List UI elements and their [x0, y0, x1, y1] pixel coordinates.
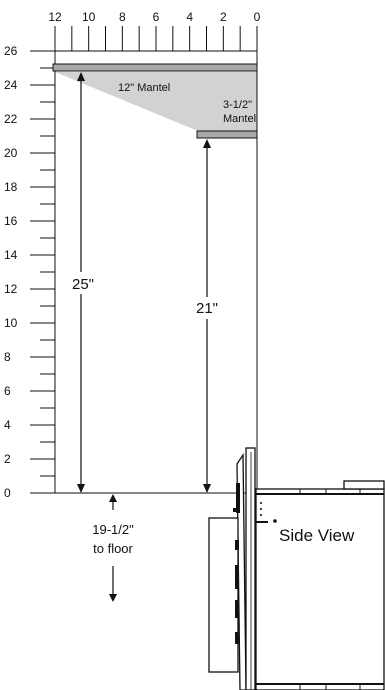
left-ruler-label: 20: [4, 146, 18, 160]
left-ruler-label: 14: [4, 248, 18, 262]
left-ruler-label: 8: [4, 350, 11, 364]
top-ruler-label: 10: [82, 10, 96, 24]
left-ruler-label: 26: [4, 44, 18, 58]
mantel-3-5in: [196, 130, 258, 139]
top-ruler-label: 0: [254, 10, 261, 24]
top-ruler-label: 12: [48, 10, 62, 24]
dimension-21in-label: 21": [196, 300, 218, 317]
top-ruler: 12 10 8 6 4 2 0: [48, 10, 261, 52]
floor-arrow: [109, 494, 117, 602]
top-ruler-label: 4: [186, 10, 193, 24]
left-ruler-label: 22: [4, 112, 18, 126]
left-ruler-label: 12: [4, 282, 18, 296]
dimension-arrow-21in: [193, 139, 223, 493]
dimension-25in-label: 25": [72, 276, 94, 293]
mantel-3-5in-label-line2: Mantel: [223, 113, 256, 125]
mantel-3-5in-label-line1: 3-1/2": [223, 99, 252, 111]
left-ruler-label: 10: [4, 316, 18, 330]
left-ruler-label: 4: [4, 418, 11, 432]
floor-distance-line2: to floor: [93, 541, 133, 556]
left-ruler-label: 24: [4, 78, 18, 92]
left-ruler-label: 18: [4, 180, 18, 194]
mantel-12in-label: 12" Mantel: [118, 82, 170, 94]
left-ruler-label: 2: [4, 452, 11, 466]
mantel-12in: [52, 63, 258, 72]
side-view-label: Side View: [279, 526, 355, 545]
clearance-zone: [55, 72, 257, 131]
left-ruler-label: 6: [4, 384, 11, 398]
top-ruler-label: 8: [119, 10, 126, 24]
side-view-label-bg: [277, 522, 373, 546]
left-ruler-label: 16: [4, 214, 18, 228]
dimension-arrow-25in: [68, 72, 98, 493]
floor-distance-line1: 19-1/2": [92, 522, 134, 537]
left-ruler-label: 0: [4, 486, 11, 500]
fireplace-side-view: [208, 447, 385, 690]
top-ruler-label: 2: [220, 10, 227, 24]
top-ruler-label: 6: [153, 10, 160, 24]
